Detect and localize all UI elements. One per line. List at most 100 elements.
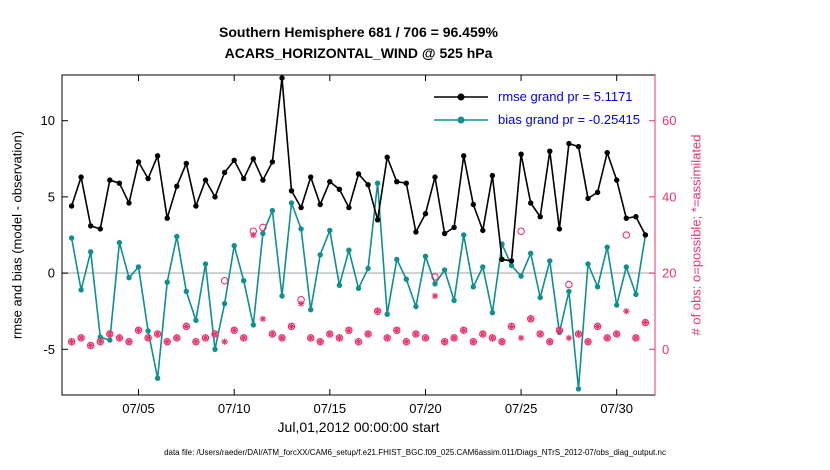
plot-title: Southern Hemisphere 681 / 706 = 96.459%	[219, 24, 498, 40]
rmse-legend-marker-icon	[457, 93, 465, 100]
rmse-point	[499, 256, 505, 263]
bias-point	[221, 300, 228, 307]
rmse-point	[97, 226, 104, 232]
rmse-point	[422, 211, 429, 217]
bias-point	[88, 249, 94, 255]
bias-point	[355, 285, 362, 291]
bias-point	[202, 261, 209, 267]
legend-item-bias: bias grand pr = -0.25415	[432, 108, 640, 131]
legend: rmse grand pr = 5.1171 bias grand pr = -…	[432, 85, 640, 131]
bias-point	[346, 247, 352, 253]
rmse-point	[145, 175, 151, 182]
rmse-point	[441, 230, 448, 237]
bias-point	[126, 275, 132, 281]
bias-point	[212, 346, 218, 352]
bias-point	[594, 284, 601, 290]
bias-point	[575, 386, 582, 392]
rmse-point	[78, 174, 84, 180]
rmse-point	[623, 215, 629, 221]
bias-point	[384, 311, 390, 317]
rmse-point	[260, 177, 266, 183]
y-left-tick-label: 5	[48, 189, 55, 204]
x-tick-label: 07/20	[409, 401, 442, 416]
rmse-point	[308, 174, 314, 180]
rmse-point	[288, 188, 295, 194]
bias-point	[68, 235, 75, 241]
bias-point	[317, 252, 323, 258]
rmse-point	[508, 258, 515, 264]
rmse-point	[202, 177, 209, 183]
bias-point	[365, 265, 371, 272]
bias-point	[78, 287, 84, 293]
bias-point	[174, 233, 180, 240]
rmse-point	[88, 223, 94, 229]
bias-point	[518, 273, 524, 279]
bias-point	[116, 239, 123, 246]
bias-point	[231, 243, 237, 249]
bias-point	[394, 256, 400, 263]
bias-point	[241, 278, 247, 284]
rmse-point	[336, 186, 343, 192]
possible-obs-marker	[517, 227, 525, 235]
rmse-point	[269, 159, 276, 165]
bias-point	[308, 307, 314, 313]
bias-point	[193, 317, 199, 323]
bias-point	[489, 310, 496, 316]
rmse-point	[489, 172, 496, 179]
possible-obs-marker	[259, 223, 267, 232]
assimilated-obs-markers	[68, 231, 649, 349]
rmse-legend-sample	[434, 93, 488, 100]
bias-point	[250, 322, 256, 328]
rmse-point	[174, 183, 180, 189]
bias-point	[327, 227, 333, 234]
y-right-tick-label: 60	[662, 113, 676, 128]
rmse-point	[279, 75, 285, 81]
rmse-point	[241, 175, 247, 182]
y-right-tick-label: 40	[662, 189, 676, 204]
rmse-point	[355, 171, 362, 177]
x-tick-label: 07/10	[218, 401, 251, 416]
rmse-point	[126, 200, 132, 206]
x-tick-label: 07/25	[505, 401, 538, 416]
bias-point	[107, 337, 113, 343]
y-right-tick-label: 0	[662, 342, 669, 357]
rmse-point	[298, 204, 304, 211]
bias-point	[508, 262, 515, 269]
bias-point	[374, 180, 381, 186]
datafile-note: data file: /Users/raeder/DAI/ATM_forcXX/…	[164, 448, 666, 457]
rmse-point	[317, 201, 323, 208]
bias-point	[585, 261, 591, 267]
x-tick-label: 07/15	[314, 401, 347, 416]
bias-point	[164, 279, 170, 285]
rmse-point	[537, 214, 543, 220]
y-right-tick-label: 20	[662, 266, 676, 281]
possible-obs-marker	[220, 276, 229, 285]
bias-point	[432, 281, 438, 287]
rmse-point	[480, 227, 486, 234]
rmse-point	[164, 215, 170, 221]
bias-point	[480, 264, 486, 270]
x-tick-label: 07/30	[600, 401, 633, 416]
bias-point	[470, 284, 476, 290]
rmse-point	[374, 217, 381, 223]
rmse-point	[327, 179, 333, 185]
rmse-point	[250, 156, 256, 162]
possible-obs-marker	[431, 273, 439, 281]
bias-point	[298, 226, 304, 232]
bias-point	[528, 250, 534, 256]
bias-point	[633, 291, 639, 298]
possible-obs-marker	[622, 231, 631, 239]
x-axis-label: Jul,01,2012 00:00:00 start	[277, 419, 440, 435]
rmse-point	[547, 148, 553, 154]
rmse-point	[183, 160, 189, 167]
bias-point	[288, 200, 295, 206]
bias-point	[566, 288, 572, 295]
bias-point	[413, 303, 419, 310]
rmse-point	[403, 180, 409, 186]
rmse-point	[154, 153, 161, 159]
bias-point	[403, 276, 409, 282]
rmse-point	[556, 226, 563, 232]
bias-legend-sample	[434, 116, 488, 123]
